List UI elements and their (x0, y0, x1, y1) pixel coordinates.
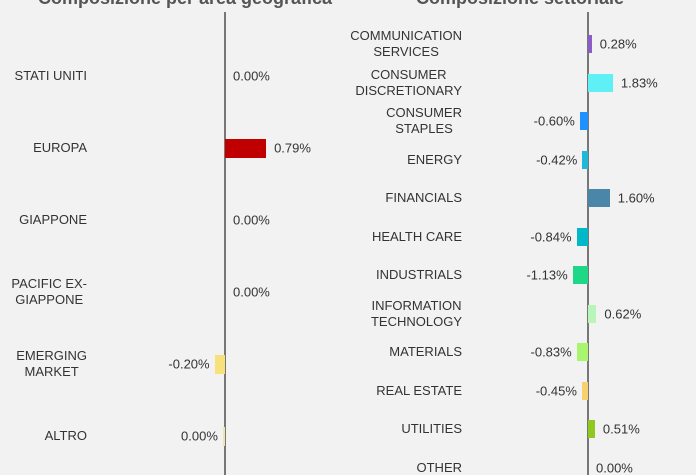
value-label: 0.00% (233, 68, 270, 84)
value-label: -0.84% (530, 229, 572, 244)
category-label: FINANCIALS (385, 190, 462, 205)
value-label: 1.83% (620, 75, 658, 90)
zero-axis (587, 12, 589, 475)
bar (225, 138, 267, 158)
value-label: -0.42% (536, 152, 578, 167)
category-label: INFORMATION TECHNOLOGY (370, 297, 462, 329)
value-label: 1.60% (617, 190, 655, 206)
category-label: GIAPPONE (19, 212, 87, 227)
category-label: STATI UNITI (14, 68, 87, 83)
category-label: CONSUMER STAPLES (386, 105, 462, 136)
category-label: REAL ESTATE (376, 382, 462, 398)
category-label: OTHER (416, 459, 463, 475)
value-label: 0.00% (233, 284, 270, 300)
bar (588, 420, 595, 438)
value-label: -0.45% (535, 383, 577, 398)
category-label: COMMUNICATION SERVICES (350, 28, 462, 59)
value-label: 0.00% (181, 428, 218, 444)
category-label: EUROPA (33, 140, 87, 155)
category-label: HEALTH CARE (371, 228, 462, 244)
bar (576, 227, 588, 246)
value-label: -1.13% (526, 267, 568, 283)
chart-title: Composizione settoriale (416, 0, 624, 9)
category-label: CONSUMER DISCRETIONARY (355, 66, 462, 98)
bar (581, 381, 588, 400)
bar (214, 354, 225, 374)
value-label: 0.51% (602, 421, 640, 437)
bar (588, 304, 597, 323)
bar (572, 266, 588, 284)
bar (588, 73, 613, 92)
value-label: 0.62% (604, 306, 642, 321)
value-label: 0.28% (599, 36, 637, 52)
category-label: MATERIALS (389, 344, 462, 359)
bar (588, 189, 610, 207)
category-label: EMERGING MARKET (16, 348, 87, 379)
category-label: ENERGY (407, 151, 462, 167)
value-label: -0.60% (533, 113, 575, 129)
bar (582, 150, 588, 169)
category-label: UTILITIES (401, 421, 462, 436)
value-label: 0.00% (596, 460, 633, 475)
zero-axis (224, 12, 226, 475)
bar (576, 343, 588, 361)
value-label: -0.20% (168, 356, 210, 372)
bar (579, 112, 588, 130)
bar (222, 426, 225, 446)
value-label: 0.79% (274, 140, 311, 156)
category-label: ALTRO (44, 428, 87, 443)
bar (588, 35, 592, 53)
category-label: PACIFIC EX- GIAPPONE (11, 276, 87, 307)
chart-title: Composizione per area geografica (38, 0, 332, 9)
value-label: -0.83% (530, 344, 572, 360)
value-label: 0.00% (233, 212, 270, 228)
category-label: INDUSTRIALS (376, 267, 462, 282)
